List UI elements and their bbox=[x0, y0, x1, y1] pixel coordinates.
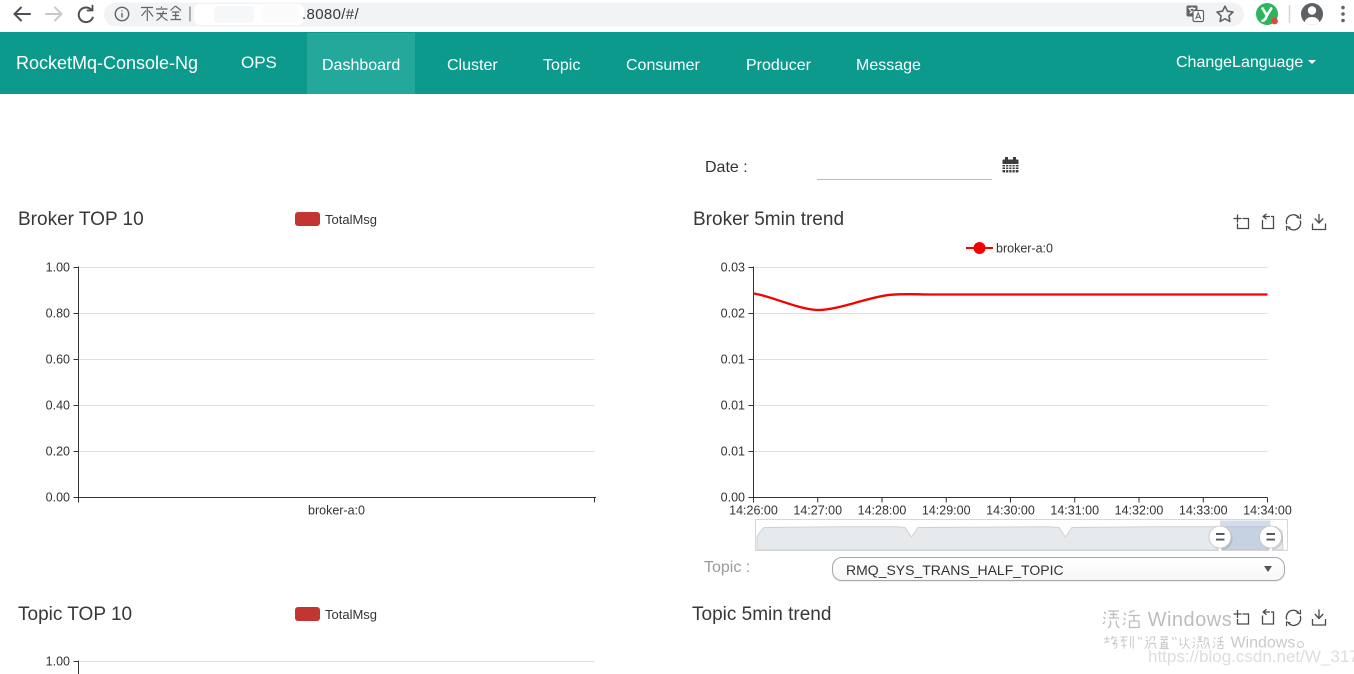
svg-text:14:30:00: 14:30:00 bbox=[986, 504, 1035, 518]
svg-text:0.01: 0.01 bbox=[721, 353, 745, 367]
svg-text:14:29:00: 14:29:00 bbox=[922, 504, 971, 518]
svg-text:14:33:00: 14:33:00 bbox=[1179, 504, 1228, 518]
svg-text:0.00: 0.00 bbox=[46, 491, 70, 505]
svg-text:0.60: 0.60 bbox=[46, 353, 70, 367]
svg-text:broker-a:0: broker-a:0 bbox=[308, 504, 365, 518]
svg-text:0.40: 0.40 bbox=[46, 399, 70, 413]
svg-text:14:34:00: 14:34:00 bbox=[1243, 504, 1292, 518]
svg-text:0.80: 0.80 bbox=[46, 307, 70, 321]
svg-text:.8080/#/: .8080/#/ bbox=[302, 6, 359, 23]
svg-text:0.00: 0.00 bbox=[721, 491, 745, 505]
svg-text:0.03: 0.03 bbox=[721, 261, 745, 275]
svg-text:14:32:00: 14:32:00 bbox=[1115, 504, 1164, 518]
svg-text:1.00: 1.00 bbox=[46, 261, 70, 275]
svg-text:broker-a:0: broker-a:0 bbox=[996, 242, 1053, 256]
svg-text:1.00: 1.00 bbox=[46, 655, 70, 669]
svg-text:0.20: 0.20 bbox=[46, 445, 70, 459]
svg-text:14:28:00: 14:28:00 bbox=[858, 504, 907, 518]
svg-text:14:31:00: 14:31:00 bbox=[1050, 504, 1099, 518]
svg-text:0.01: 0.01 bbox=[721, 399, 745, 413]
svg-text:0.02: 0.02 bbox=[721, 307, 745, 321]
svg-text:0.01: 0.01 bbox=[721, 445, 745, 459]
svg-text:14:26:00: 14:26:00 bbox=[729, 504, 778, 518]
svg-text:14:27:00: 14:27:00 bbox=[793, 504, 842, 518]
